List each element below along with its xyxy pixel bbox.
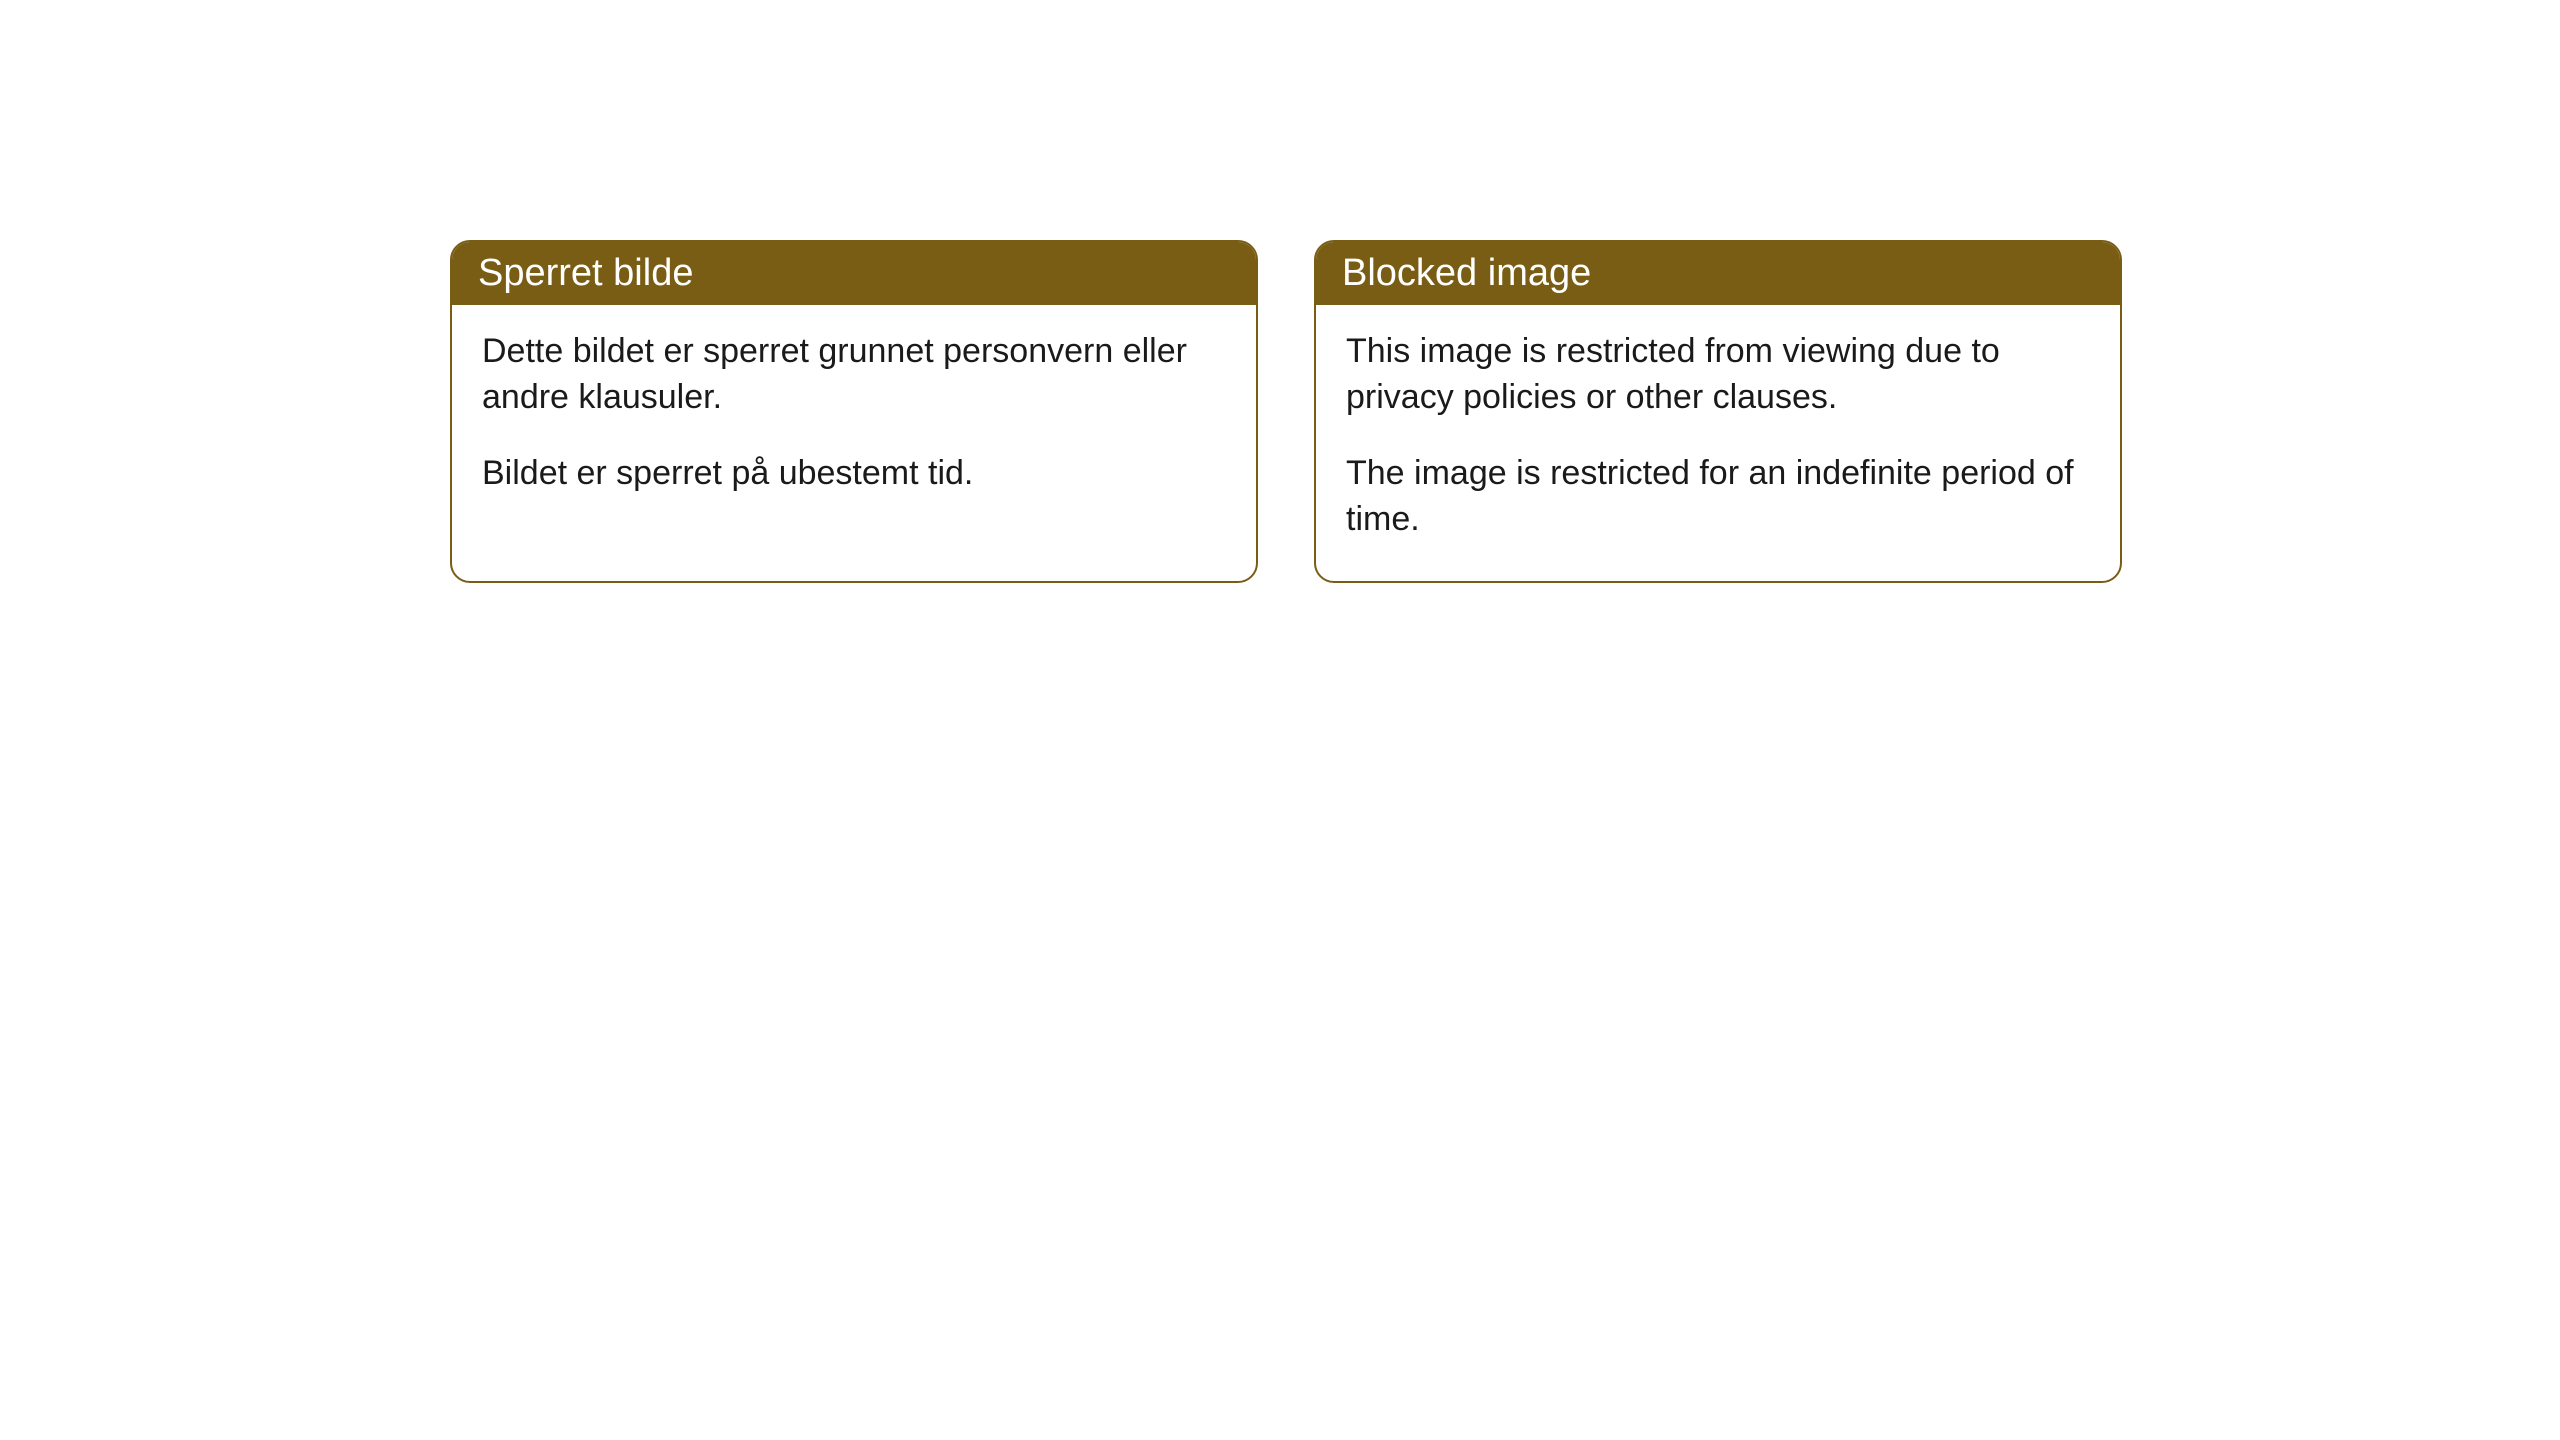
card-title: Blocked image (1342, 252, 1591, 294)
card-header-norwegian: Sperret bilde (452, 242, 1256, 305)
card-paragraph-1: Dette bildet er sperret grunnet personve… (482, 329, 1226, 421)
card-paragraph-2: The image is restricted for an indefinit… (1346, 451, 2090, 543)
card-header-english: Blocked image (1316, 242, 2120, 305)
card-paragraph-2: Bildet er sperret på ubestemt tid. (482, 451, 1226, 497)
card-body-english: This image is restricted from viewing du… (1316, 305, 2120, 581)
cards-container: Sperret bilde Dette bildet er sperret gr… (0, 0, 2560, 583)
blocked-image-card-english: Blocked image This image is restricted f… (1314, 240, 2122, 583)
card-title: Sperret bilde (478, 252, 693, 294)
card-paragraph-1: This image is restricted from viewing du… (1346, 329, 2090, 421)
card-body-norwegian: Dette bildet er sperret grunnet personve… (452, 305, 1256, 535)
blocked-image-card-norwegian: Sperret bilde Dette bildet er sperret gr… (450, 240, 1258, 583)
